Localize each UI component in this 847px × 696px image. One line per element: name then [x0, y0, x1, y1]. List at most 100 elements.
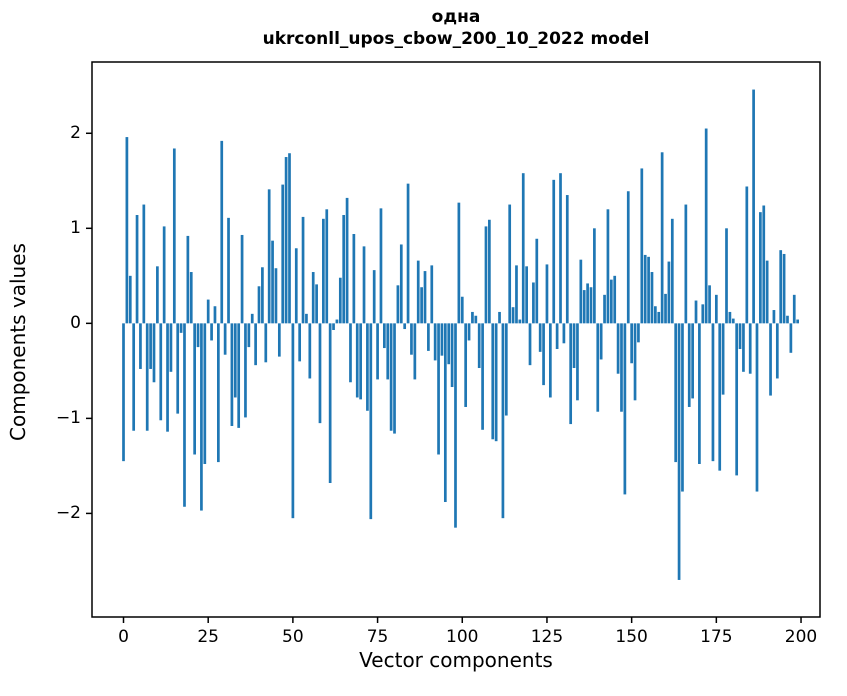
bar	[457, 202, 461, 324]
bar	[213, 306, 217, 324]
chart-title-word: одна	[431, 7, 481, 27]
x-tick-label: 100	[446, 627, 479, 647]
bar	[586, 283, 589, 324]
bar	[552, 179, 556, 324]
bar	[186, 235, 190, 324]
bar	[359, 323, 362, 400]
bar	[488, 219, 491, 324]
bar	[254, 323, 257, 366]
bar	[515, 265, 518, 324]
bar	[559, 173, 562, 324]
bar	[657, 311, 661, 324]
x-tick-label: 150	[615, 627, 648, 647]
bar	[342, 215, 346, 324]
bar	[271, 240, 274, 324]
bar	[494, 323, 498, 442]
bar	[498, 311, 501, 324]
bar	[779, 250, 783, 324]
bar	[545, 264, 549, 324]
bar	[633, 323, 637, 401]
bar	[274, 268, 278, 324]
bar	[687, 323, 691, 407]
chart-title-model: ukrconll_upos_cbow_200_10_2022 model	[262, 29, 650, 49]
bar	[698, 323, 701, 464]
bar	[427, 323, 430, 351]
bar	[227, 217, 230, 324]
bar	[291, 323, 295, 519]
bar	[132, 323, 136, 431]
bar	[532, 282, 535, 324]
bar	[366, 323, 369, 411]
bar	[305, 313, 308, 324]
bar	[711, 323, 715, 462]
bar	[569, 323, 573, 425]
bar	[637, 323, 640, 343]
bar	[399, 244, 403, 324]
bar	[318, 323, 322, 424]
bar	[193, 323, 196, 455]
x-axis-label: Vector components	[359, 648, 553, 672]
bar	[789, 323, 793, 353]
bar	[244, 323, 247, 418]
bar	[396, 285, 400, 324]
bar	[654, 306, 657, 324]
bar	[203, 323, 207, 464]
bar	[491, 323, 495, 440]
x-tick-label: 200	[784, 627, 818, 647]
bar	[264, 323, 268, 363]
bar	[145, 323, 149, 431]
x-tick-label: 125	[530, 627, 564, 647]
bar	[125, 137, 129, 324]
bar	[430, 265, 434, 324]
bar	[670, 218, 674, 324]
bar	[471, 311, 474, 324]
bar	[745, 186, 749, 324]
bar	[474, 315, 478, 324]
bar	[650, 272, 654, 324]
bar	[694, 300, 698, 324]
bar	[796, 319, 799, 324]
bar	[677, 323, 681, 580]
bar	[393, 323, 396, 434]
bar	[511, 307, 515, 324]
bar	[223, 323, 227, 355]
bar	[247, 323, 251, 348]
bar	[606, 209, 610, 324]
bar	[521, 173, 525, 324]
bar	[166, 323, 169, 432]
bar	[555, 323, 559, 350]
bar	[257, 286, 261, 324]
bar	[748, 323, 752, 374]
bar	[454, 323, 457, 528]
bar	[596, 323, 600, 412]
bar	[738, 323, 742, 350]
bar	[389, 323, 393, 431]
bar	[535, 238, 539, 324]
bar	[674, 323, 678, 463]
bar	[630, 323, 634, 364]
bar	[528, 323, 532, 366]
x-tick-label: 75	[366, 627, 389, 647]
bar	[206, 299, 210, 324]
bar	[616, 323, 620, 374]
bar	[728, 311, 732, 324]
bar	[714, 294, 718, 324]
bar	[565, 195, 569, 324]
bar	[237, 323, 241, 428]
bar	[403, 323, 407, 330]
bar	[311, 272, 315, 324]
bar	[152, 323, 156, 383]
bar	[162, 226, 166, 324]
bar	[172, 148, 176, 324]
bar	[484, 226, 488, 324]
bar	[196, 323, 200, 348]
bar	[538, 323, 542, 352]
bar	[183, 323, 186, 507]
bar	[609, 279, 613, 324]
bar	[335, 319, 339, 324]
bar	[467, 323, 471, 341]
bar	[447, 323, 451, 365]
bar	[355, 323, 359, 398]
